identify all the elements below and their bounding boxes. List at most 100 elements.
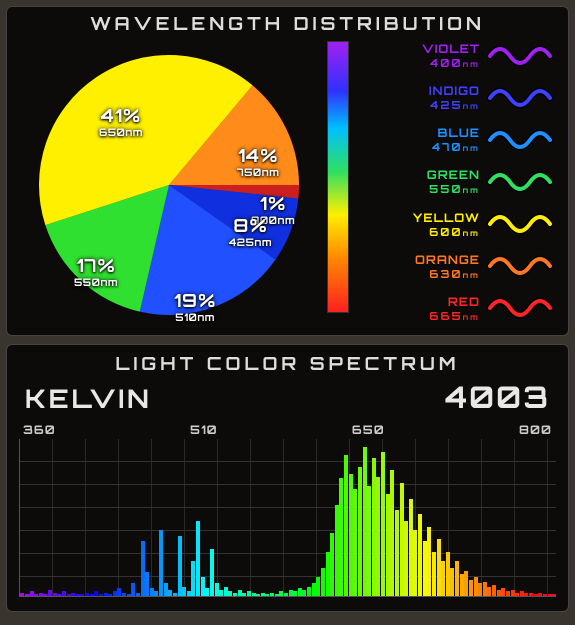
spectrum-bar bbox=[187, 591, 191, 596]
legend-row: YELLOW600nm bbox=[357, 210, 556, 239]
spectrum-bar bbox=[256, 594, 260, 596]
spectrum-bar bbox=[67, 594, 71, 596]
kelvin-label: KELVIN bbox=[25, 383, 152, 415]
spectrum-bar bbox=[279, 591, 283, 596]
spectrum-bar bbox=[386, 494, 390, 596]
spectrum-bar bbox=[413, 530, 417, 596]
legend-color-name: INDIGO bbox=[357, 83, 480, 98]
spectrum-bar bbox=[400, 483, 404, 596]
spectrum-bar bbox=[497, 590, 501, 596]
spectrum-bar bbox=[99, 594, 103, 596]
legend-wavelength: 470nm bbox=[357, 140, 480, 154]
spectrum-bar bbox=[335, 505, 339, 596]
spectrum-bar bbox=[94, 591, 98, 596]
spectrum-bar bbox=[173, 593, 177, 596]
spectrum-bar bbox=[196, 521, 200, 596]
spectrum-bar bbox=[344, 455, 348, 596]
spectrum-bar bbox=[552, 594, 556, 596]
legend-row: RED665nm bbox=[357, 294, 556, 323]
spectrum-bar bbox=[483, 582, 487, 596]
spectrum-bar bbox=[164, 583, 168, 596]
spectrum-bar bbox=[252, 593, 256, 596]
legend-wavelength: 550nm bbox=[357, 182, 480, 196]
spectrum-bar bbox=[534, 594, 538, 596]
spectrum-bar bbox=[80, 594, 84, 596]
wave-icon bbox=[486, 84, 556, 112]
spectrum-bar bbox=[34, 594, 38, 596]
spectrum-bar bbox=[302, 590, 306, 596]
spectrum-bar bbox=[543, 594, 547, 596]
spectrum-bar bbox=[57, 594, 61, 596]
spectrum-bar bbox=[62, 591, 66, 596]
spectrum-bar bbox=[358, 467, 362, 596]
spectrum-bar bbox=[289, 590, 293, 596]
spectrum-bar bbox=[390, 470, 394, 596]
spectrum-bar bbox=[339, 478, 343, 596]
spectrum-bar bbox=[446, 552, 450, 596]
spectrum-bar bbox=[201, 577, 205, 596]
legend-wavelength: 600nm bbox=[357, 225, 480, 239]
wave-icon bbox=[486, 210, 556, 238]
axis-tick: 510 bbox=[190, 422, 218, 437]
spectrum-bar bbox=[53, 593, 57, 596]
slice-label: 19%510nm bbox=[174, 290, 216, 324]
spectrum-bar bbox=[108, 594, 112, 596]
spectrum-bar bbox=[326, 552, 330, 596]
legend-row: BLUE470nm bbox=[357, 125, 556, 154]
spectrum-bar bbox=[284, 593, 288, 596]
legend-color-name: VIOLET bbox=[357, 41, 480, 56]
spectrum-bar bbox=[478, 583, 482, 596]
spectrum-bar bbox=[71, 593, 75, 596]
spectrum-bar bbox=[30, 591, 34, 596]
wave-icon bbox=[486, 252, 556, 280]
spectrum-bar bbox=[506, 591, 510, 596]
pie-chart: 41%650nm14%750nm1%800nm8%425nm19%510nm17… bbox=[19, 35, 319, 325]
spectrum-bar bbox=[548, 594, 552, 596]
spectrum-bar-chart bbox=[19, 439, 556, 597]
spectrum-bar bbox=[432, 552, 436, 596]
spectrum-bar bbox=[215, 583, 219, 596]
spectrum-bar bbox=[381, 452, 385, 596]
spectrum-bar bbox=[298, 588, 302, 596]
spectrum-bar bbox=[464, 571, 468, 596]
spectrum-bar bbox=[191, 561, 195, 596]
spectrum-bar bbox=[487, 587, 491, 596]
spectrum-bar bbox=[316, 577, 320, 596]
spectrum-bar bbox=[349, 474, 353, 596]
kelvin-value: 4003 bbox=[445, 379, 550, 416]
spectrum-bar bbox=[76, 594, 80, 596]
spectrum-bar bbox=[127, 594, 131, 596]
light-color-spectrum-panel: LIGHT COLOR SPECTRUM KELVIN 4003 3605106… bbox=[6, 344, 569, 612]
spectrum-bar bbox=[131, 583, 135, 596]
wave-icon bbox=[486, 294, 556, 322]
legend-wavelength: 400nm bbox=[357, 56, 480, 70]
spectrum-bar bbox=[113, 591, 117, 596]
spectrum-bar bbox=[376, 477, 380, 596]
spectrum-bar bbox=[450, 568, 454, 596]
spectrum-bar bbox=[330, 533, 334, 596]
spectrum-bar bbox=[270, 593, 274, 596]
spectrum-bar bbox=[520, 591, 524, 596]
spectrum-bar bbox=[159, 530, 163, 596]
spectrum-bar bbox=[418, 514, 422, 596]
spectrum-bar bbox=[141, 541, 145, 596]
spectrum-bar bbox=[247, 591, 251, 596]
spectrum-bar bbox=[427, 527, 431, 596]
spectrum-bar bbox=[353, 489, 357, 596]
legend-row: GREEN550nm bbox=[357, 167, 556, 196]
spectrum-bar bbox=[441, 561, 445, 596]
spectrum-bar bbox=[261, 593, 265, 596]
wave-icon bbox=[486, 42, 556, 70]
spectrum-bar bbox=[409, 499, 413, 596]
axis-tick: 360 bbox=[23, 422, 56, 437]
spectrum-bar bbox=[205, 588, 209, 596]
spectrum-bar bbox=[307, 587, 311, 596]
slice-label: 14%750nm bbox=[237, 145, 279, 179]
spectrum-bar bbox=[90, 594, 94, 596]
spectrum-bar bbox=[20, 593, 24, 596]
spectrum-bar bbox=[224, 587, 228, 596]
spectrum-bar bbox=[423, 541, 427, 596]
legend-wavelength: 665nm bbox=[357, 309, 480, 323]
spectrum-bar bbox=[363, 447, 367, 596]
panel-title: WAVELENGTH DISTRIBUTION bbox=[7, 13, 568, 35]
